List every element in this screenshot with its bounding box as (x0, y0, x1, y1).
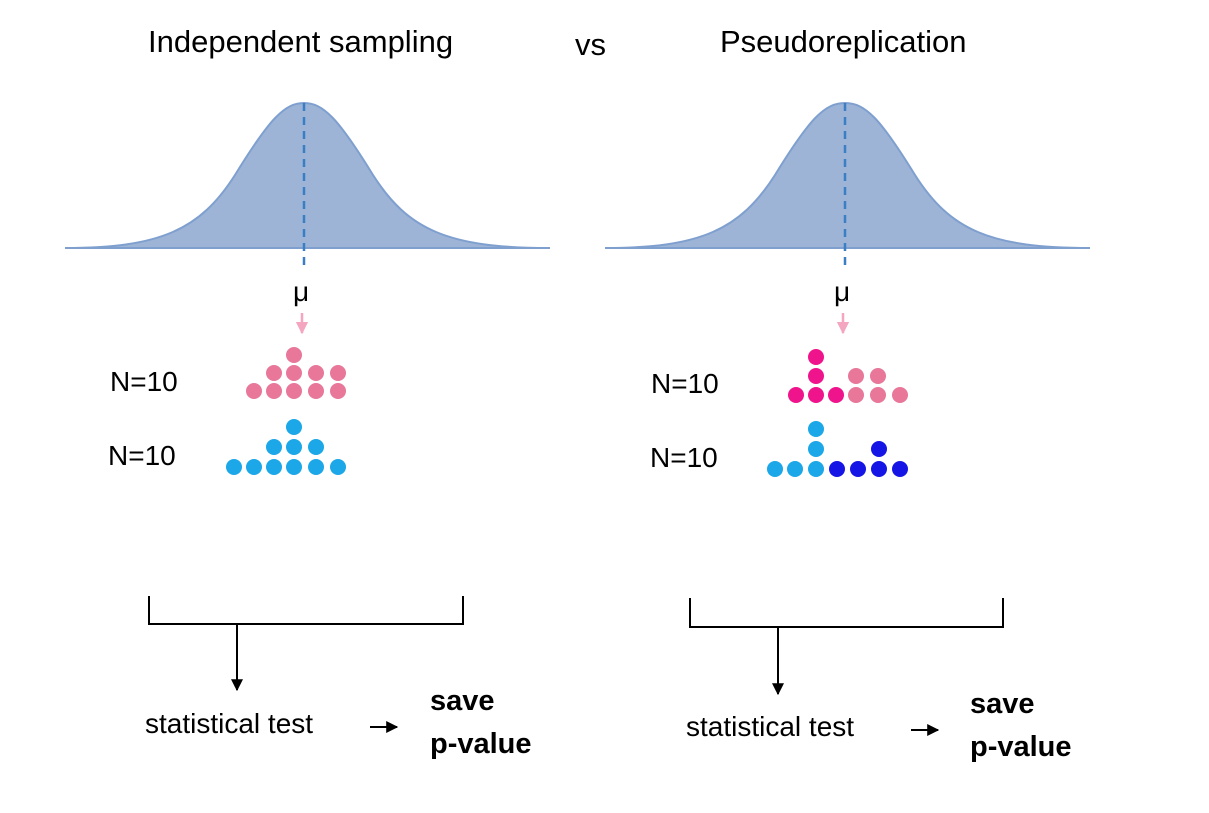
right-bell-curve (604, 101, 1091, 249)
dot (848, 387, 864, 403)
right-mu-label: μ (834, 276, 851, 307)
dot (808, 368, 824, 384)
left-mu-label: μ (293, 276, 310, 307)
dot (850, 461, 866, 477)
right-group2-label: N=10 (650, 442, 718, 473)
dot (286, 383, 302, 399)
dot (892, 387, 908, 403)
dot (892, 461, 908, 477)
dot (871, 441, 887, 457)
dot (330, 459, 346, 475)
dot (848, 368, 864, 384)
dot (829, 461, 845, 477)
dot (266, 459, 282, 475)
dot (286, 365, 302, 381)
dot (870, 368, 886, 384)
dot (286, 439, 302, 455)
dot (266, 383, 282, 399)
dot (246, 383, 262, 399)
dot (286, 459, 302, 475)
right-distribution (604, 101, 1091, 270)
dot (286, 347, 302, 363)
left-bracket (148, 596, 464, 625)
left-group2-label: N=10 (108, 440, 176, 471)
left-blue-dot-group (226, 419, 346, 475)
left-pvalue-label: p-value (430, 728, 532, 760)
dot (308, 459, 324, 475)
dot (808, 349, 824, 365)
dot (308, 439, 324, 455)
left-bell-curve (64, 101, 551, 249)
right-title: Pseudoreplication (720, 24, 967, 59)
left-statistical-test-label: statistical test (145, 708, 314, 739)
dot (871, 461, 887, 477)
dot (308, 383, 324, 399)
dot (870, 387, 886, 403)
dot (767, 461, 783, 477)
dot (330, 383, 346, 399)
left-save-label: save (430, 685, 495, 717)
left-distribution (64, 101, 551, 270)
dot (266, 439, 282, 455)
dot (286, 419, 302, 435)
dot (808, 387, 824, 403)
right-statistical-test-label: statistical test (686, 711, 855, 742)
vs-label: vs (575, 27, 606, 62)
dot (226, 459, 242, 475)
dot (330, 365, 346, 381)
right-pvalue-label: p-value (970, 731, 1072, 763)
dot (787, 461, 803, 477)
right-bracket (689, 598, 1004, 628)
dot (266, 365, 282, 381)
left-pink-dot-group (246, 347, 346, 399)
right-pink-dot-group (788, 349, 908, 403)
dot (788, 387, 804, 403)
left-group1-label: N=10 (110, 366, 178, 397)
dot (246, 459, 262, 475)
dot (808, 421, 824, 437)
right-blue-dot-group (767, 421, 908, 477)
right-group1-label: N=10 (651, 368, 719, 399)
dot (808, 441, 824, 457)
dot (308, 365, 324, 381)
left-title: Independent sampling (148, 24, 454, 59)
right-save-label: save (970, 688, 1035, 720)
dot (808, 461, 824, 477)
dot (828, 387, 844, 403)
